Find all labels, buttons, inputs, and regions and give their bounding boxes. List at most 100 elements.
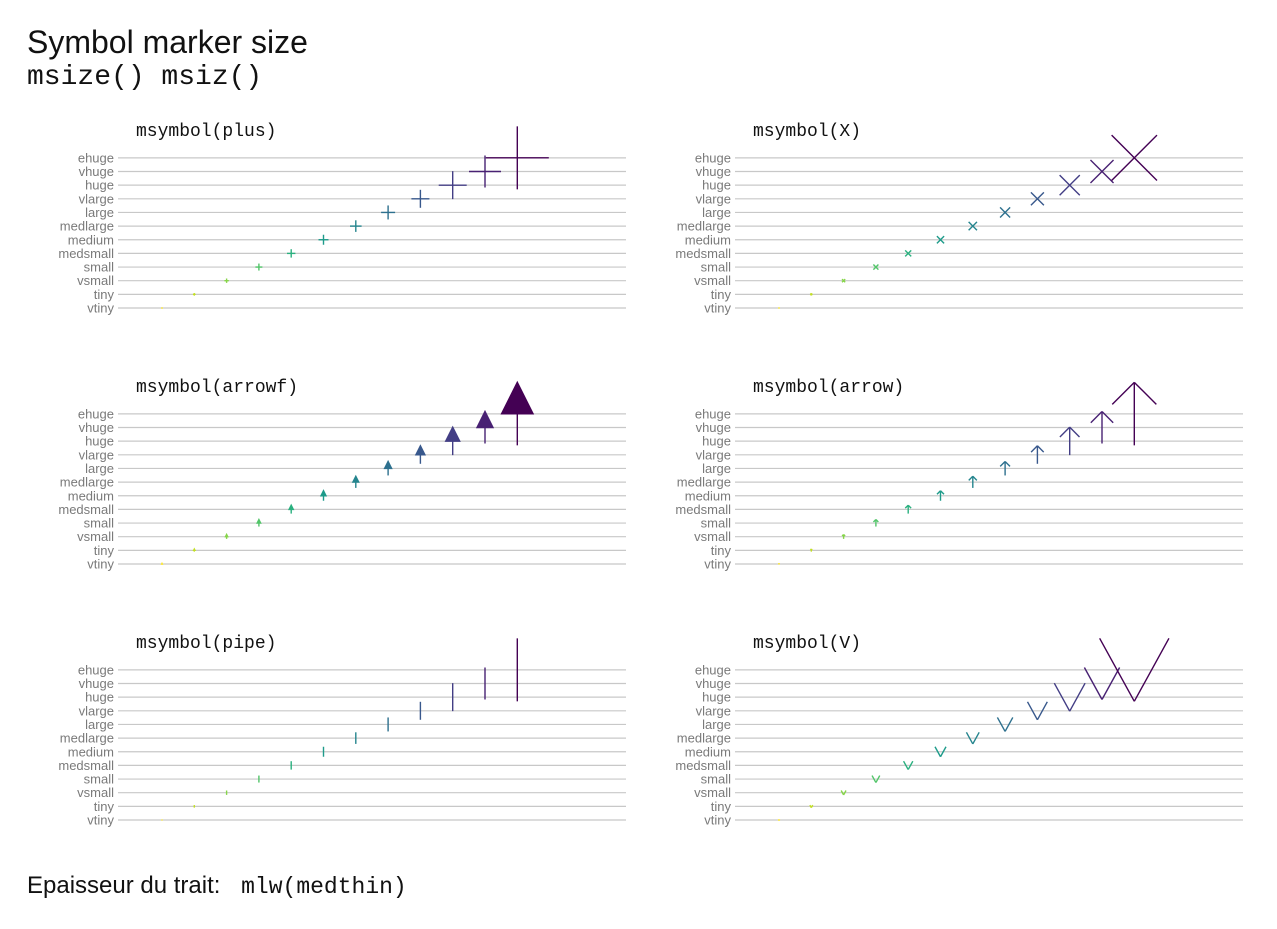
y-tick-label: vtiny [704,557,731,572]
y-tick-label: large [702,717,731,732]
y-tick-label: huge [702,178,731,193]
footer-code: mlw(medthin) [241,874,407,900]
marker-arrow-medsmall [904,504,912,514]
y-tick-label: small [84,772,114,787]
y-tick-label: vtiny [87,557,114,572]
marker-arrowf-medium [319,489,328,501]
marker-X-vsmall [841,278,846,283]
marker-V-vtiny [777,819,781,821]
y-tick-label: medlarge [677,731,731,746]
marker-X-small [872,264,879,271]
marker-plus-vtiny [161,307,163,309]
y-tick-label: small [701,260,731,275]
y-tick-label: ehuge [695,150,731,165]
marker-arrowf-large [383,459,393,476]
y-tick-label: vlarge [79,703,114,718]
y-tick-label: large [702,461,731,476]
marker-V-ehuge [1099,638,1170,702]
y-tick-label: huge [85,690,114,705]
marker-arrow-tiny [809,548,813,552]
y-tick-label: tiny [711,543,732,558]
chart-panel-X: msymbol(X)vtinytinyvsmallsmallmedsmallme… [675,122,1243,316]
marker-plus-medium [318,234,329,245]
y-tick-label: medlarge [60,475,114,490]
marker-arrowf-medsmall [287,503,295,514]
marker-plus-vsmall [224,278,229,283]
marker-V-huge [1053,682,1086,712]
y-tick-label: medium [68,488,114,503]
y-tick-label: vsmall [77,529,114,544]
y-tick-label: medsmall [675,502,731,517]
panel-title: msymbol(arrowf) [136,378,298,398]
marker-plus-huge [438,171,467,200]
y-tick-label: tiny [711,287,732,302]
y-tick-label: medsmall [58,502,114,517]
y-tick-label: vhuge [79,420,114,435]
y-tick-label: large [85,717,114,732]
marker-plus-small [255,263,263,271]
panel-title: msymbol(plus) [136,122,276,142]
y-tick-label: vhuge [696,420,731,435]
y-tick-label: vtiny [87,301,114,316]
y-tick-label: huge [85,434,114,449]
marker-arrowf-vhuge [475,409,495,444]
y-tick-label: medsmall [58,758,114,773]
y-tick-label: vsmall [77,273,114,288]
marker-arrowf-huge [444,425,461,456]
marker-arrowf-small [256,517,262,527]
chart-panel-pipe: msymbol(pipe) vtinytinyvsmallsmallmedsmal… [58,634,626,828]
y-tick-label: ehuge [78,662,114,677]
marker-arrowf-vsmall [224,532,229,539]
y-tick-label: vtiny [704,301,731,316]
y-tick-label: medlarge [60,731,114,746]
marker-plus-medlarge [350,220,362,232]
y-tick-label: vlarge [79,191,114,206]
y-tick-label: medlarge [677,475,731,490]
marker-arrow-medium [936,490,945,501]
marker-X-vtiny [778,307,780,309]
marker-X-tiny [809,292,813,296]
marker-X-medium [936,235,945,244]
chart-panel-plus: msymbol(plus) vtinytinyvsmallsmallmedsmal… [58,122,626,316]
marker-arrow-vhuge [1090,411,1114,444]
y-tick-label: vlarge [696,447,731,462]
marker-arrowf-ehuge [500,380,535,446]
y-tick-label: vhuge [79,676,114,691]
marker-V-large [996,717,1014,732]
marker-V-tiny [809,804,814,808]
panel-title: msymbol(X) [753,122,861,142]
y-tick-label: ehuge [695,406,731,421]
y-tick-label: tiny [94,287,115,302]
y-tick-label: huge [702,690,731,705]
marker-V-medium [934,746,947,758]
marker-plus-medsmall [287,249,296,258]
marker-V-medlarge [965,731,980,745]
marker-plus-tiny [193,293,196,296]
y-tick-label: medsmall [675,246,731,261]
footer-label: Epaisseur du trait: [27,872,221,899]
chart-panel-arrow: msymbol(arrow) vtinytinyvsmallsmallmedsma… [675,378,1243,572]
y-tick-label: medlarge [677,219,731,234]
marker-V-vlarge [1026,701,1048,721]
chart-panel-arrowf: msymbol(arrowf) vtinytinyvsmallsmallmedsm… [58,378,626,572]
y-tick-label: large [85,205,114,220]
y-tick-label: vlarge [696,703,731,718]
y-tick-label: medsmall [675,758,731,773]
marker-plus-ehuge [485,126,549,190]
marker-X-huge [1059,174,1081,196]
y-tick-label: large [85,461,114,476]
marker-plus-vhuge [469,155,501,188]
y-tick-label: vsmall [77,785,114,800]
marker-arrowf-tiny [192,547,197,552]
y-tick-label: medium [685,488,731,503]
y-tick-label: medsmall [58,246,114,261]
marker-arrow-small [872,519,879,527]
marker-arrowf-medlarge [351,474,360,488]
y-tick-label: small [701,772,731,787]
marker-arrow-vsmall [841,534,846,539]
page-subtitle: msize() msiz() [27,62,263,93]
y-tick-label: huge [702,434,731,449]
y-tick-label: medium [68,232,114,247]
y-tick-label: vsmall [694,785,731,800]
